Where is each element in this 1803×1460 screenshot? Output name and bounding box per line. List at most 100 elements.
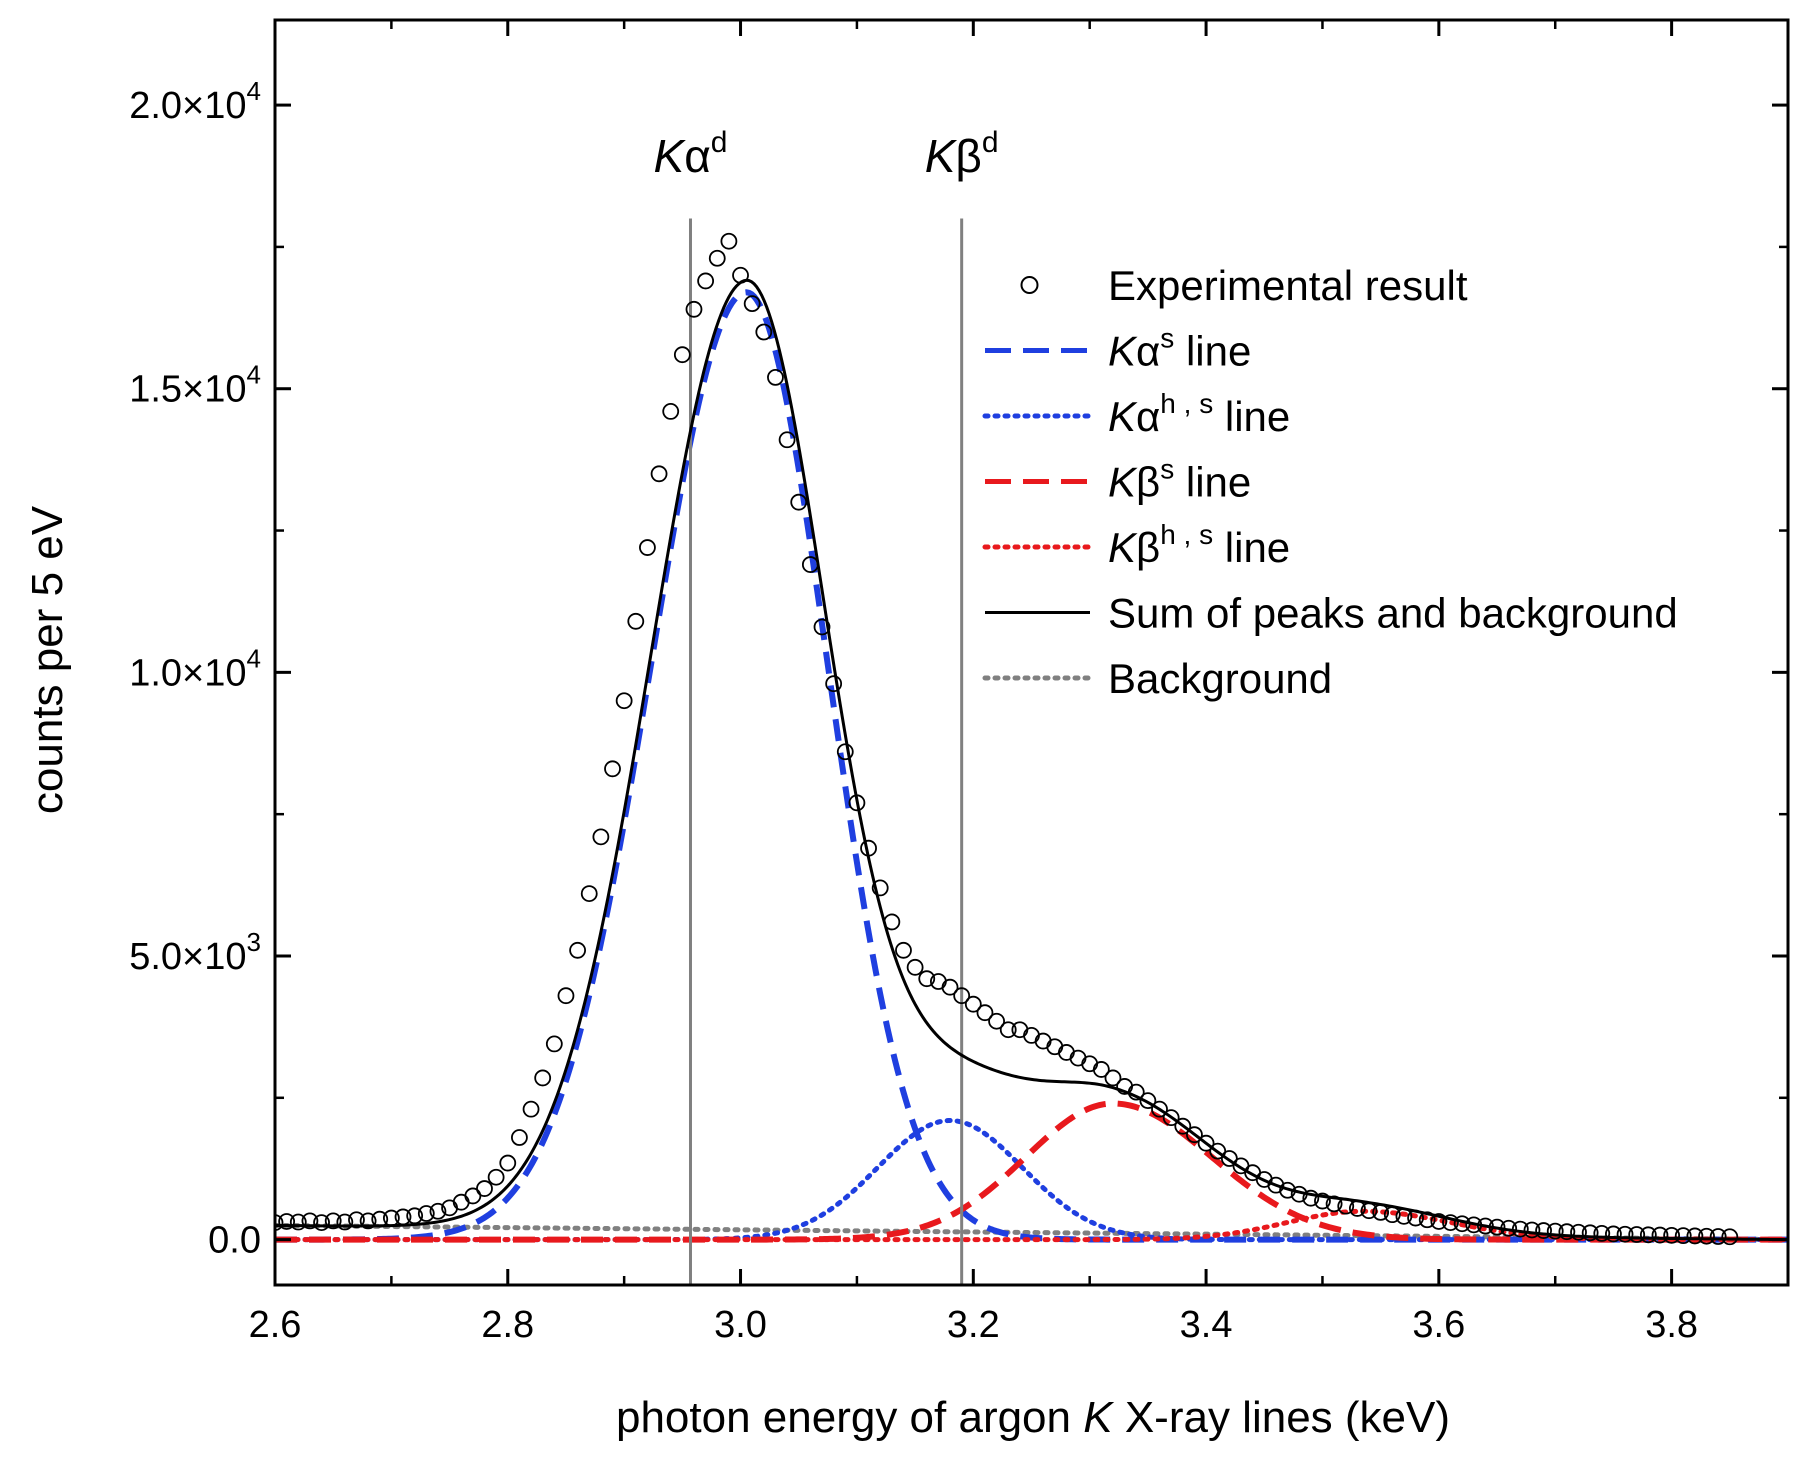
data-point — [778, 431, 796, 449]
data-point — [592, 828, 610, 846]
data-point — [953, 987, 971, 1005]
x-axis-title: photon energy of argon K X-ray lines (ke… — [616, 1393, 1450, 1442]
legend-label: Kαs line — [1108, 323, 1251, 375]
data-point — [301, 1212, 319, 1230]
data-point — [662, 403, 680, 420]
data-point — [1314, 1192, 1331, 1210]
data-point — [906, 958, 924, 976]
data-point — [1616, 1225, 1634, 1243]
y-tick-label: 0.0 — [208, 1220, 261, 1262]
marker-label-1: Kβd — [925, 126, 999, 182]
data-point — [429, 1202, 447, 1220]
data-point — [708, 249, 726, 267]
data-point — [673, 346, 691, 364]
data-point — [1628, 1226, 1646, 1243]
data-point — [1686, 1227, 1704, 1245]
data-point — [1220, 1150, 1238, 1167]
data-point — [1734, 0, 1749, 8]
data-point — [1092, 1061, 1110, 1078]
data-point — [580, 885, 598, 902]
data-point — [511, 1129, 528, 1146]
data-point — [1546, 1222, 1564, 1240]
y-axis-title: counts per 5 eV — [23, 505, 72, 814]
data-point — [1605, 1225, 1622, 1243]
y-tick-label: 2.0×104 — [129, 76, 261, 127]
data-point — [918, 970, 936, 988]
data-point — [1674, 1227, 1692, 1245]
data-point — [476, 1180, 493, 1197]
data-point — [895, 941, 912, 959]
data-point — [1186, 1126, 1203, 1144]
data-point — [1151, 1100, 1168, 1118]
data-point — [697, 272, 715, 290]
plot-area — [275, 0, 1788, 1285]
plot-frame — [273, 18, 1790, 1287]
data-point — [1709, 1228, 1727, 1245]
y-tick-label: 5.0×103 — [129, 927, 261, 978]
data-point — [1570, 1223, 1587, 1241]
y-tick-label: 1.0×104 — [129, 643, 261, 694]
data-point — [1593, 1224, 1611, 1242]
data-point — [999, 1021, 1017, 1039]
data-point — [1267, 1176, 1285, 1194]
data-point — [964, 995, 982, 1013]
data-point — [1442, 1214, 1459, 1231]
x-tick-label: 3.4 — [1180, 1304, 1233, 1346]
legend-item-5: Sum of peaks and background — [985, 590, 1678, 637]
data-point — [720, 232, 738, 250]
data-point — [1746, 0, 1761, 8]
data-point — [1139, 1092, 1157, 1110]
data-point — [941, 978, 959, 996]
data-point — [569, 941, 586, 959]
data-point — [1721, 1228, 1739, 1246]
legend-item-4: Kβh , s line — [982, 519, 1290, 571]
legend-label: Kβh , s line — [1108, 519, 1290, 571]
data-point — [278, 1213, 296, 1230]
x-tick-label: 3.8 — [1645, 1304, 1698, 1346]
plot-content — [275, 0, 1788, 1285]
legend-item-1: Kαs line — [985, 323, 1251, 375]
x-tick-label: 2.8 — [481, 1304, 534, 1346]
data-point — [1523, 1221, 1541, 1239]
data-point — [767, 368, 784, 386]
x-tick-label: 2.6 — [249, 1304, 302, 1346]
data-point — [1104, 1069, 1122, 1087]
marker-label-0: Kαd — [654, 126, 728, 182]
data-point — [1663, 1226, 1681, 1244]
legend-label: Background — [1108, 655, 1332, 702]
peak-line-1 — [275, 1117, 1788, 1243]
legend-item-3: Kβs line — [985, 454, 1251, 506]
data-point — [1081, 1055, 1099, 1073]
legend-item-0: Experimental result — [1020, 262, 1468, 309]
x-tick-label: 3.0 — [714, 1304, 767, 1346]
data-point — [464, 1187, 482, 1205]
data-point — [545, 1035, 563, 1053]
data-point — [1302, 1189, 1320, 1207]
data-point — [1023, 1027, 1040, 1044]
data-point — [650, 465, 668, 483]
data-point — [976, 1004, 994, 1022]
legend-label: Kαh , s line — [1108, 388, 1290, 440]
data-point — [825, 675, 843, 693]
data-point — [313, 1214, 330, 1231]
data-point — [557, 987, 575, 1005]
data-point — [639, 539, 656, 556]
data-point — [604, 760, 621, 778]
data-point — [275, 1214, 284, 1231]
legend-item-2: Kαh , s line — [982, 388, 1290, 440]
data-point — [1046, 1038, 1064, 1056]
data-point — [1430, 1213, 1448, 1230]
data-point — [336, 1213, 354, 1231]
legend-swatch — [1020, 276, 1039, 294]
peak-line-0 — [275, 289, 1788, 1243]
data-point — [534, 1069, 552, 1087]
data-point — [1698, 1227, 1715, 1245]
x-tick-label: 3.2 — [947, 1304, 1000, 1346]
data-point — [1581, 1224, 1599, 1242]
data-point — [1558, 1223, 1576, 1241]
data-point — [324, 1212, 342, 1230]
data-point — [1034, 1032, 1052, 1050]
data-point — [289, 1213, 307, 1231]
